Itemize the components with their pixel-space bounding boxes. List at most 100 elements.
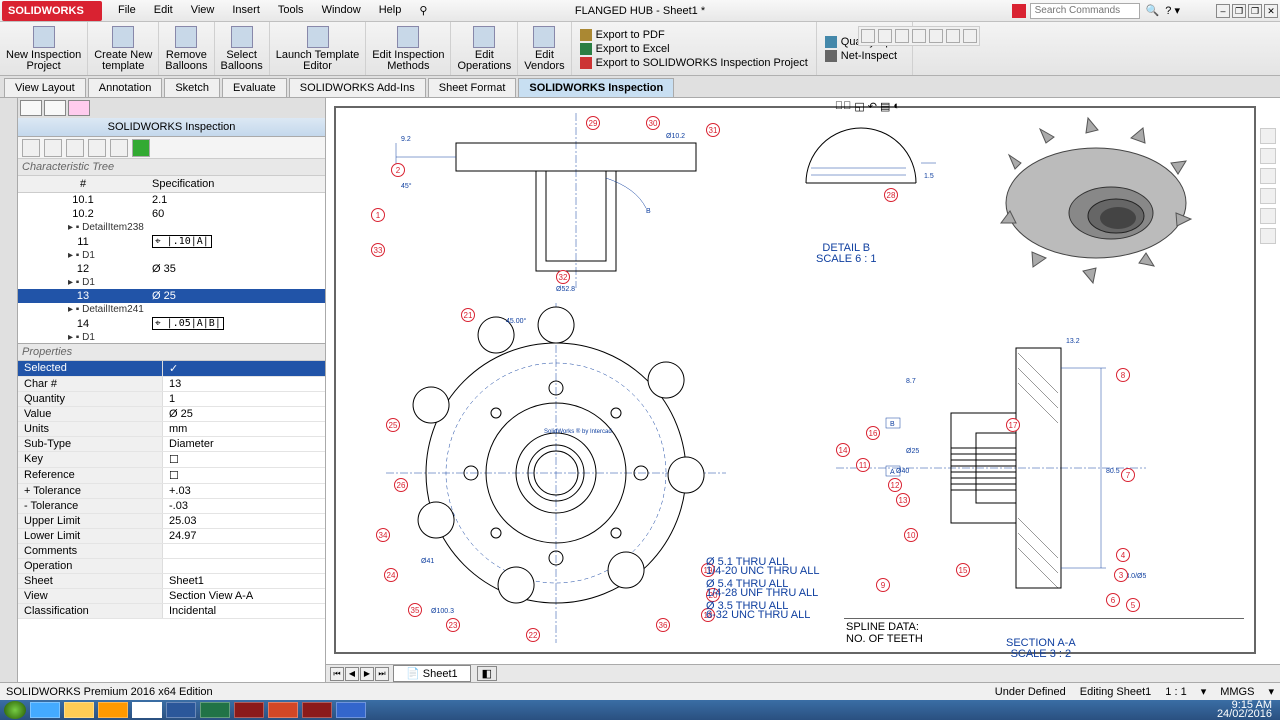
format-btn-3[interactable]: [895, 29, 909, 43]
menu-tools[interactable]: Tools: [270, 2, 312, 19]
tab-view-layout[interactable]: View Layout: [4, 78, 86, 97]
balloon[interactable]: 8: [1116, 368, 1130, 382]
balloon[interactable]: 25: [386, 418, 400, 432]
characteristic-tree[interactable]: #Specification 10.12.110.260▸ ▪ DetailIt…: [18, 176, 325, 344]
rt-home-icon[interactable]: [1260, 128, 1276, 144]
task-sw2[interactable]: [302, 702, 332, 718]
tree-row[interactable]: 11⌖ |.10|A|: [18, 234, 325, 249]
tree-detail-item[interactable]: ▸ ▪ D1: [18, 331, 325, 344]
balloon[interactable]: 11: [856, 458, 870, 472]
ribbon-edit-vendors[interactable]: Edit Vendors: [518, 22, 571, 75]
restore2-button[interactable]: ❐: [1248, 4, 1262, 18]
balloon[interactable]: 2: [391, 163, 405, 177]
property-row[interactable]: SheetSheet1: [18, 574, 325, 589]
prev-view-icon[interactable]: ↶: [868, 100, 877, 113]
display-icon[interactable]: ◐: [893, 100, 900, 113]
format-btn-1[interactable]: [861, 29, 875, 43]
menu-pin-icon[interactable]: ⚲: [411, 2, 435, 19]
property-row[interactable]: ValueØ 25: [18, 407, 325, 422]
balloon[interactable]: 26: [394, 478, 408, 492]
task-app[interactable]: [336, 702, 366, 718]
tree-row[interactable]: 13Ø 25: [18, 289, 325, 303]
tree-detail-item[interactable]: ▸ ▪ D1: [18, 276, 325, 289]
balloon[interactable]: 32: [556, 270, 570, 284]
balloon[interactable]: 16: [866, 426, 880, 440]
net-inspect[interactable]: Net-Inspect: [825, 50, 905, 62]
help-icon[interactable]: ? ▾: [1165, 4, 1180, 17]
property-row[interactable]: ViewSection View A-A: [18, 589, 325, 604]
sheet-tab-1[interactable]: 📄 Sheet1: [393, 665, 471, 682]
balloon[interactable]: 13: [896, 493, 910, 507]
property-row[interactable]: ClassificationIncidental: [18, 604, 325, 619]
balloon[interactable]: 30: [646, 116, 660, 130]
balloon[interactable]: 29: [586, 116, 600, 130]
balloon[interactable]: 7: [1121, 468, 1135, 482]
property-row[interactable]: Sub-TypeDiameter: [18, 437, 325, 452]
section-icon[interactable]: ▤: [880, 100, 890, 113]
panel-tool-5[interactable]: [110, 139, 128, 157]
tab-evaluate[interactable]: Evaluate: [222, 78, 287, 97]
ribbon-edit-methods[interactable]: Edit Inspection Methods: [366, 22, 451, 75]
panel-tab-1[interactable]: [20, 100, 42, 116]
property-row[interactable]: Key☐: [18, 452, 325, 468]
tab-addins[interactable]: SOLIDWORKS Add-Ins: [289, 78, 426, 97]
panel-tool-4[interactable]: [88, 139, 106, 157]
search-input[interactable]: [1030, 3, 1140, 19]
menu-edit[interactable]: Edit: [146, 2, 181, 19]
balloon[interactable]: 22: [526, 628, 540, 642]
balloon[interactable]: 21: [461, 308, 475, 322]
balloon[interactable]: 33: [371, 243, 385, 257]
zoom-fit-icon[interactable]: �⃝: [835, 100, 852, 113]
balloon[interactable]: 6: [1106, 593, 1120, 607]
status-units[interactable]: MMGS: [1220, 686, 1254, 698]
task-excel[interactable]: [200, 702, 230, 718]
panel-tool-1[interactable]: [22, 139, 40, 157]
tree-detail-item[interactable]: ▸ ▪ DetailItem238: [18, 221, 325, 234]
properties-grid[interactable]: Selected✓Char #13Quantity1ValueØ 25Units…: [18, 361, 325, 682]
balloon[interactable]: 17: [1006, 418, 1020, 432]
search-commands[interactable]: 🔍 ? ▾: [1012, 3, 1180, 19]
export-excel[interactable]: Export to Excel: [580, 43, 808, 55]
zoom-area-icon[interactable]: ◱: [854, 100, 864, 113]
task-outlook[interactable]: [98, 702, 128, 718]
rt-5[interactable]: [1260, 208, 1276, 224]
rt-6[interactable]: [1260, 228, 1276, 244]
balloon[interactable]: 12: [888, 478, 902, 492]
rt-3[interactable]: [1260, 168, 1276, 184]
balloon[interactable]: 10: [904, 528, 918, 542]
menu-help[interactable]: Help: [371, 2, 410, 19]
rt-2[interactable]: [1260, 148, 1276, 164]
search-icon[interactable]: 🔍: [1146, 4, 1160, 17]
property-row[interactable]: + Tolerance+.03: [18, 484, 325, 499]
sheet-first[interactable]: ⏮: [330, 667, 344, 681]
tree-row[interactable]: 10.260: [18, 207, 325, 221]
task-sw[interactable]: [234, 702, 264, 718]
balloon[interactable]: 14: [836, 443, 850, 457]
property-row[interactable]: Unitsmm: [18, 422, 325, 437]
sheet-next[interactable]: ▶: [360, 667, 374, 681]
format-btn-6[interactable]: [946, 29, 960, 43]
property-row[interactable]: Selected✓: [18, 361, 325, 377]
property-row[interactable]: Comments: [18, 544, 325, 559]
property-row[interactable]: Reference☐: [18, 468, 325, 484]
balloon[interactable]: 34: [376, 528, 390, 542]
task-explorer[interactable]: [64, 702, 94, 718]
add-sheet[interactable]: ◧: [477, 666, 497, 681]
format-btn-4[interactable]: [912, 29, 926, 43]
format-btn-5[interactable]: [929, 29, 943, 43]
ribbon-new-template[interactable]: Create New template: [88, 22, 159, 75]
format-btn-2[interactable]: [878, 29, 892, 43]
balloon[interactable]: 3: [1114, 568, 1128, 582]
task-word[interactable]: [166, 702, 196, 718]
export-pdf[interactable]: Export to PDF: [580, 29, 808, 41]
balloon[interactable]: 31: [706, 123, 720, 137]
tab-annotation[interactable]: Annotation: [88, 78, 163, 97]
balloon[interactable]: 4: [1116, 548, 1130, 562]
property-row[interactable]: Char #13: [18, 377, 325, 392]
property-row[interactable]: Upper Limit25.03: [18, 514, 325, 529]
tree-row[interactable]: 12Ø 35: [18, 262, 325, 276]
balloon[interactable]: 23: [446, 618, 460, 632]
close-button[interactable]: ✕: [1264, 4, 1278, 18]
sheet-last[interactable]: ⏭: [375, 667, 389, 681]
balloon[interactable]: 9: [876, 578, 890, 592]
